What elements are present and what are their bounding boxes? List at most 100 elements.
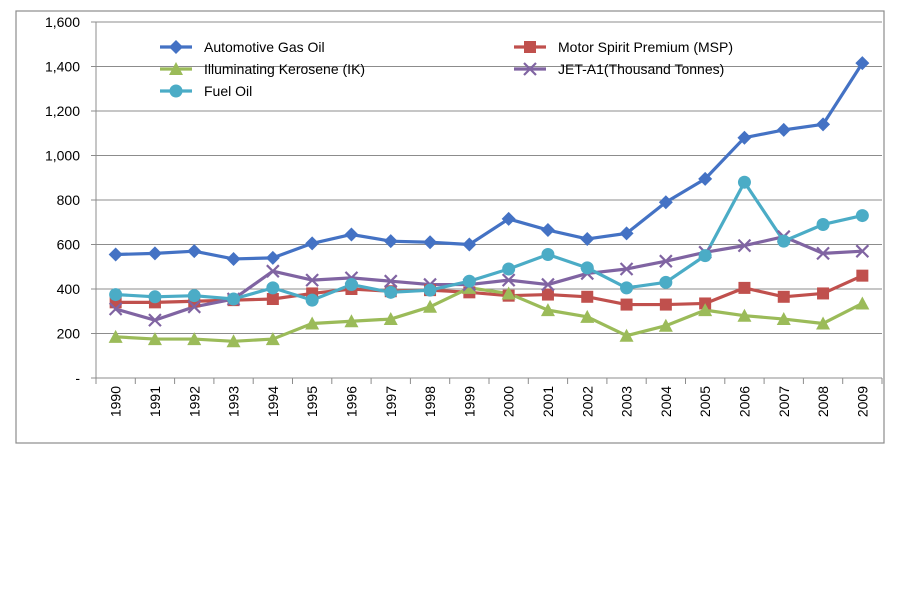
y-tick-label-1600: 1,600 <box>45 14 80 30</box>
point-automotive-gas-oil-1999 <box>462 237 477 252</box>
point-fuel-oil-2005 <box>698 249 712 263</box>
point-illuminating-kerosene-ik-2006 <box>737 308 752 322</box>
point-automotive-gas-oil-1991 <box>147 246 162 261</box>
point-motor-spirit-premium-msp-1994 <box>266 293 279 306</box>
point-illuminating-kerosene-ik-1990 <box>108 329 123 343</box>
point-motor-spirit-premium-msp-2006 <box>738 281 751 294</box>
point-automotive-gas-oil-1996 <box>344 227 359 242</box>
x-tick-label-1999: 1999 <box>461 386 477 417</box>
x-tick-label-1996: 1996 <box>343 386 359 417</box>
point-motor-spirit-premium-msp-2004 <box>659 298 672 311</box>
point-fuel-oil-2003 <box>620 281 634 295</box>
point-jet-a1-thousand-tonnes-2000 <box>501 273 516 287</box>
series-line-motor-spirit-premium-msp <box>115 274 864 307</box>
legend-label-automotive-gas-oil: Automotive Gas Oil <box>204 39 325 55</box>
legend-marker-illuminating-kerosene-ik <box>169 62 183 75</box>
point-automotive-gas-oil-2004 <box>658 195 673 210</box>
point-automotive-gas-oil-2009 <box>855 56 870 71</box>
y-axis-ticks: - 200 400 600 800 1,000 1,200 1,400 1,600 <box>45 14 96 386</box>
x-tick-label-2001: 2001 <box>540 386 556 417</box>
point-automotive-gas-oil-2005 <box>698 171 713 186</box>
point-automotive-gas-oil-1995 <box>305 236 320 251</box>
point-jet-a1-thousand-tonnes-1990 <box>108 302 123 316</box>
point-fuel-oil-1994 <box>266 281 280 295</box>
y-tick-label-1400: 1,400 <box>45 59 80 75</box>
point-automotive-gas-oil-2000 <box>501 211 516 226</box>
x-tick-label-2002: 2002 <box>579 386 595 417</box>
point-automotive-gas-oil-1994 <box>265 250 280 265</box>
x-tick-label-1990: 1990 <box>108 386 124 417</box>
legend-marker-automotive-gas-oil <box>169 40 183 54</box>
point-jet-a1-thousand-tonnes-1991 <box>148 313 162 327</box>
point-fuel-oil-1993 <box>227 292 241 306</box>
point-jet-a1-thousand-tonnes-1997 <box>383 274 398 288</box>
point-jet-a1-thousand-tonnes-1994 <box>266 264 280 278</box>
point-fuel-oil-2001 <box>541 248 555 262</box>
point-illuminating-kerosene-ik-1993 <box>226 334 241 348</box>
point-illuminating-kerosene-ik-1995 <box>305 316 320 330</box>
point-fuel-oil-1997 <box>384 285 398 299</box>
point-illuminating-kerosene-ik-2004 <box>658 318 673 332</box>
point-fuel-oil-2007 <box>777 234 791 248</box>
point-fuel-oil-1991 <box>148 290 162 304</box>
y-tick-label-200: 200 <box>57 326 81 342</box>
point-jet-a1-thousand-tonnes-1995 <box>305 273 319 287</box>
point-fuel-oil-2009 <box>855 209 869 223</box>
point-jet-a1-thousand-tonnes-2008 <box>816 246 830 261</box>
point-illuminating-kerosene-ik-2009 <box>855 296 870 310</box>
point-illuminating-kerosene-ik-1994 <box>265 332 280 346</box>
legend-item-fuel-oil: Fuel Oil <box>160 83 252 99</box>
legend-label-motor-spirit-premium-msp: Motor Spirit Premium (MSP) <box>558 39 733 55</box>
series-lines <box>115 62 864 343</box>
legend-label-jet-a1-thousand-tonnes: JET-A1(Thousand Tonnes) <box>558 61 724 77</box>
chart-border <box>15 10 885 444</box>
point-automotive-gas-oil-1993 <box>226 251 241 266</box>
point-illuminating-kerosene-ik-2001 <box>540 303 555 317</box>
point-fuel-oil-2004 <box>659 275 673 289</box>
series-markers <box>108 56 870 348</box>
x-tick-label-2004: 2004 <box>658 386 674 417</box>
point-fuel-oil-1996 <box>344 278 358 292</box>
x-tick-label-2003: 2003 <box>619 386 635 417</box>
point-automotive-gas-oil-2002 <box>580 231 595 246</box>
y-tick-label-400: 400 <box>57 281 81 297</box>
point-automotive-gas-oil-2008 <box>816 117 831 132</box>
legend: Automotive Gas Oil Motor Spirit Premium (… <box>160 39 733 99</box>
series-markers-automotive-gas-oil <box>108 56 870 266</box>
series-line-illuminating-kerosene-ik <box>115 286 864 343</box>
x-tick-label-2000: 2000 <box>501 386 517 417</box>
point-fuel-oil-2000 <box>502 262 516 276</box>
x-tick-label-2006: 2006 <box>736 386 752 417</box>
x-axis-ticks: 1990 1991 1992 1993 1994 1995 1996 1997 1998 1999… <box>95 378 883 417</box>
series-markers-fuel-oil <box>109 175 869 307</box>
point-illuminating-kerosene-ik-1992 <box>187 332 202 346</box>
point-illuminating-kerosene-ik-1996 <box>344 314 359 328</box>
point-fuel-oil-2008 <box>816 217 830 231</box>
x-tick-label-1992: 1992 <box>186 386 202 417</box>
legend-marker-motor-spirit-premium-msp <box>524 41 536 53</box>
point-fuel-oil-1995 <box>305 293 319 307</box>
x-tick-label-2007: 2007 <box>776 386 792 417</box>
y-tick-label-800: 800 <box>57 192 81 208</box>
legend-item-illuminating-kerosene-ik: Illuminating Kerosene (IK) <box>160 61 365 77</box>
point-illuminating-kerosene-ik-1997 <box>383 312 398 326</box>
point-illuminating-kerosene-ik-2000 <box>501 286 516 300</box>
series-line-fuel-oil <box>115 180 863 302</box>
point-automotive-gas-oil-1997 <box>383 234 398 249</box>
legend-marker-fuel-oil <box>169 84 183 98</box>
point-motor-spirit-premium-msp-2008 <box>817 287 830 300</box>
legend-item-jet-a1-thousand-tonnes: JET-A1(Thousand Tonnes) <box>514 61 724 77</box>
point-motor-spirit-premium-msp-2009 <box>856 269 869 282</box>
point-illuminating-kerosene-ik-2005 <box>698 303 713 317</box>
point-automotive-gas-oil-1992 <box>187 244 202 259</box>
y-tick-label-1200: 1,200 <box>45 103 80 119</box>
point-motor-spirit-premium-msp-2001 <box>541 288 554 301</box>
point-illuminating-kerosene-ik-2008 <box>816 316 831 330</box>
point-jet-a1-thousand-tonnes-2006 <box>737 238 752 253</box>
point-automotive-gas-oil-2003 <box>619 226 634 241</box>
point-fuel-oil-1992 <box>187 289 201 303</box>
point-automotive-gas-oil-2006 <box>737 130 752 145</box>
x-tick-label-1993: 1993 <box>226 386 242 417</box>
point-jet-a1-thousand-tonnes-2003 <box>619 262 634 276</box>
point-fuel-oil-1999 <box>462 274 476 288</box>
